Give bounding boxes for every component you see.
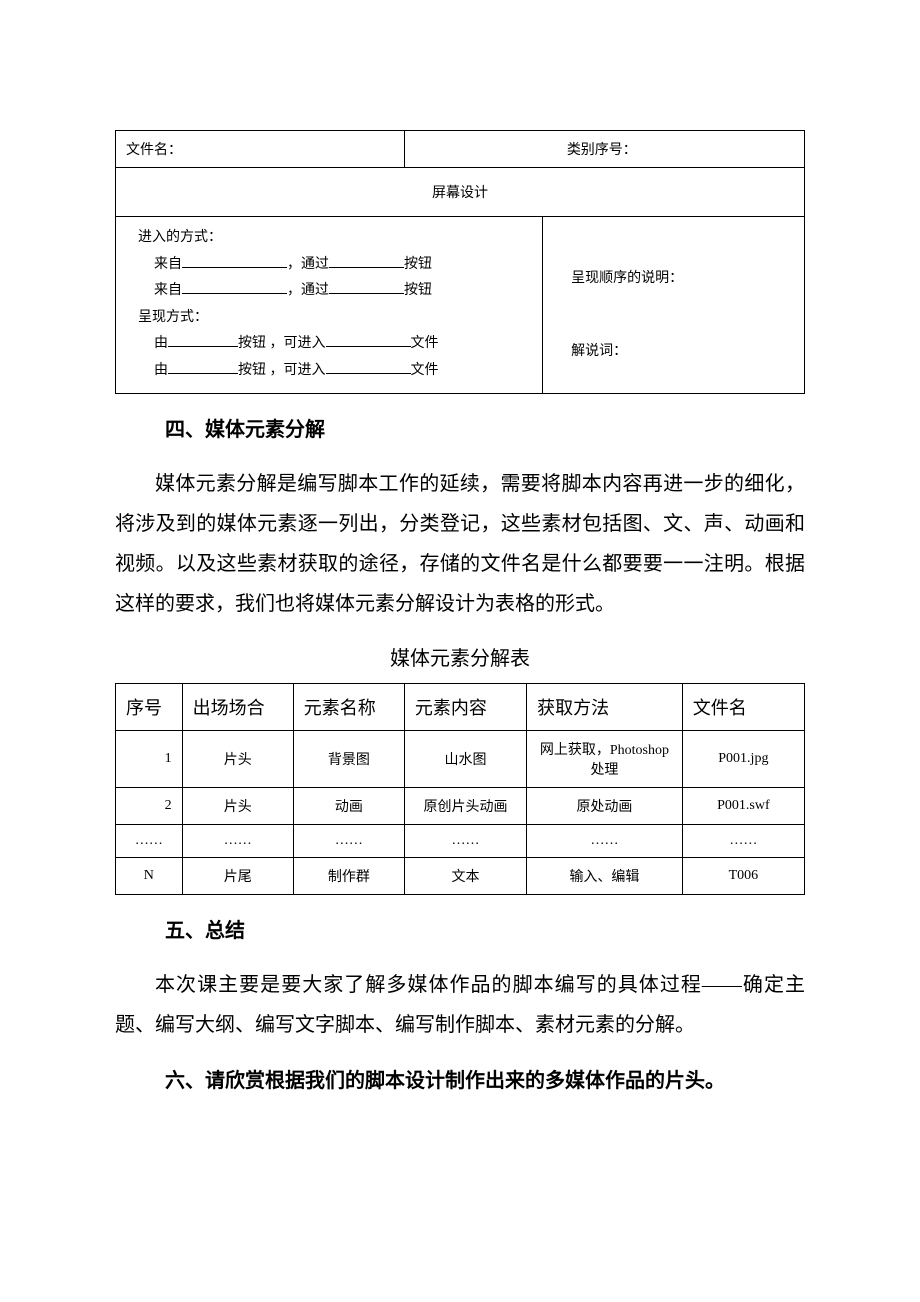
- table-cell: ……: [527, 824, 683, 857]
- table-cell: 片头: [182, 787, 293, 824]
- from-line-1: 来自，通过按钮: [126, 252, 532, 279]
- category-label: 类别序号：: [567, 143, 637, 158]
- table-cell: 1: [116, 730, 183, 787]
- table-cell: 动画: [293, 787, 404, 824]
- narration-label: 解说词：: [553, 334, 794, 370]
- form-left-content: 进入的方式： 来自，通过按钮 来自，通过按钮 呈现方式： 由按钮 ，可进入文件 …: [116, 217, 543, 394]
- table-cell: 片尾: [182, 857, 293, 894]
- table-cell: 山水图: [404, 730, 526, 787]
- th-content: 元素内容: [404, 683, 526, 730]
- filename-label: 文件名：: [126, 143, 182, 158]
- table-cell: 2: [116, 787, 183, 824]
- table-cell: N: [116, 857, 183, 894]
- table-row: N片尾制作群文本输入、编辑T006: [116, 857, 805, 894]
- table-cell: P001.jpg: [682, 730, 804, 787]
- table-cell: 原创片头动画: [404, 787, 526, 824]
- table-row: 2片头动画原创片头动画原处动画P001.swf: [116, 787, 805, 824]
- th-scene: 出场场合: [182, 683, 293, 730]
- table-cell: 文本: [404, 857, 526, 894]
- section4-paragraph: 媒体元素分解是编写脚本工作的延续，需要将脚本内容再进一步的细化，将涉及到的媒体元…: [115, 464, 805, 624]
- table-cell: 背景图: [293, 730, 404, 787]
- table-cell: ……: [293, 824, 404, 857]
- section5-heading: 五、总结: [165, 915, 805, 947]
- section6-heading: 六、请欣赏根据我们的脚本设计制作出来的多媒体作品的片头。: [165, 1065, 805, 1097]
- table-cell: 原处动画: [527, 787, 683, 824]
- table-header-row: 序号 出场场合 元素名称 元素内容 获取方法 文件名: [116, 683, 805, 730]
- section5-paragraph: 本次课主要是要大家了解多媒体作品的脚本编写的具体过程——确定主题、编写大纲、编写…: [115, 965, 805, 1045]
- th-method: 获取方法: [527, 683, 683, 730]
- from-line-2: 来自，通过按钮: [126, 278, 532, 305]
- table-cell: ……: [404, 824, 526, 857]
- table-cell: 网上获取，Photoshop 处理: [527, 730, 683, 787]
- table-cell: 片头: [182, 730, 293, 787]
- filename-cell: 文件名：: [116, 131, 405, 168]
- screen-design-cell: 屏幕设计: [116, 168, 805, 217]
- media-table-title: 媒体元素分解表: [115, 642, 805, 671]
- table-cell: ……: [182, 824, 293, 857]
- category-cell: 类别序号：: [405, 131, 805, 168]
- section4-heading: 四、媒体元素分解: [165, 414, 805, 446]
- by-line-2: 由按钮 ，可进入文件: [126, 358, 532, 385]
- form-table: 文件名： 类别序号： 屏幕设计 进入的方式： 来自，通过按钮 来自，通过按钮 呈…: [115, 130, 805, 394]
- present-method-label: 呈现方式：: [126, 305, 532, 332]
- screen-design-label: 屏幕设计: [432, 186, 488, 201]
- table-cell: 输入、编辑: [527, 857, 683, 894]
- th-file: 文件名: [682, 683, 804, 730]
- table-cell: ……: [682, 824, 804, 857]
- by-line-1: 由按钮 ，可进入文件: [126, 331, 532, 358]
- form-right-content: 呈现顺序的说明： 解说词：: [543, 217, 805, 394]
- table-cell: ……: [116, 824, 183, 857]
- enter-method-label: 进入的方式：: [126, 225, 532, 252]
- th-seq: 序号: [116, 683, 183, 730]
- table-cell: P001.swf: [682, 787, 804, 824]
- order-explain-label: 呈现顺序的说明：: [553, 261, 794, 297]
- table-row: ………………………………: [116, 824, 805, 857]
- media-element-table: 序号 出场场合 元素名称 元素内容 获取方法 文件名 1片头背景图山水图网上获取…: [115, 683, 805, 895]
- table-row: 1片头背景图山水图网上获取，Photoshop 处理P001.jpg: [116, 730, 805, 787]
- table-cell: 制作群: [293, 857, 404, 894]
- th-name: 元素名称: [293, 683, 404, 730]
- table-cell: T006: [682, 857, 804, 894]
